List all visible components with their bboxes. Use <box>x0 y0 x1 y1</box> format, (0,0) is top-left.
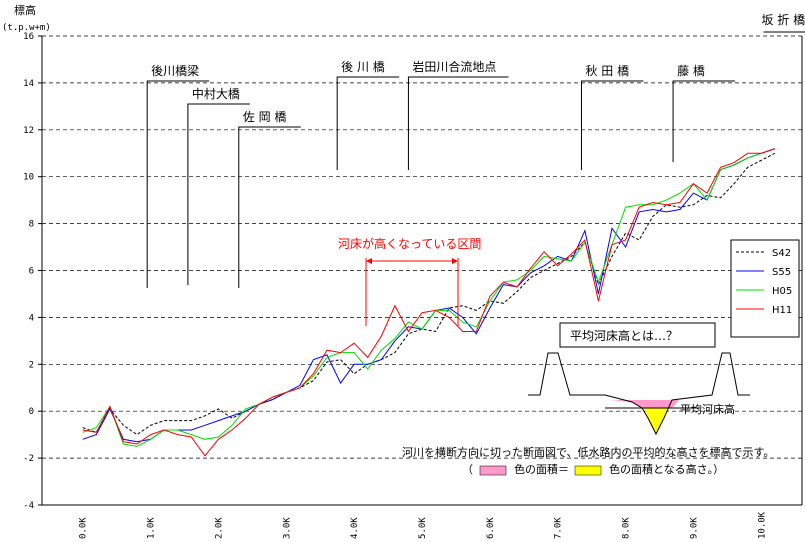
y-tick-label: 2 <box>29 360 34 370</box>
x-tick-label: 2.0K <box>214 517 224 539</box>
x-tick-label: 4.0K <box>350 517 360 539</box>
y-tick-label: 4 <box>29 313 34 323</box>
bridge-label: 佐 岡 橋 <box>243 110 287 124</box>
bridge-leader-line <box>336 76 400 170</box>
x-tick-label: 9.0K <box>689 517 699 539</box>
y-axis-title: 標高 <box>14 3 36 17</box>
y-tick-label: -2 <box>23 454 34 464</box>
y-tick-label: 6 <box>29 267 34 277</box>
y-tick-labels: -4 -2 0 2 4 6 8 10 12 14 16 <box>23 32 42 511</box>
legend-label-s42: S42 <box>772 248 791 259</box>
x-tick-label: 6.0K <box>486 517 496 539</box>
arrow-left-icon <box>366 258 372 264</box>
legend: S42 S55 H05 H11 <box>730 239 800 338</box>
y-tick-label: 16 <box>23 32 34 42</box>
x-tick-label: 3.0K <box>282 517 292 539</box>
caption-open: （ <box>462 463 473 476</box>
series-line-s42 <box>82 152 776 436</box>
yellow-area <box>644 408 668 434</box>
inset-explanation: 平均河床高とは…？ 平均河床高 河川を横断方向に切った断面図で、低水路内の平均的… <box>402 322 774 476</box>
bridge-leader-line <box>763 31 805 33</box>
x-tick-labels: 0.0K 1.0K 2.0K 3.0K 4.0K 5.0K 6.0K 7.0K 8.0K 9.0K… <box>79 511 768 539</box>
x-tick-label: 0.0K <box>79 517 89 539</box>
x-tick-label: 7.0K <box>554 517 564 539</box>
bridge-label: 坂 折 橋 <box>761 12 805 27</box>
series-line-h05 <box>82 148 776 447</box>
y-tick-label: 12 <box>23 126 34 136</box>
caption-line-1: 河川を横断方向に切った断面図で、低水路内の平均的な高さを標高で示す。 <box>402 445 774 459</box>
bridge-leader-line <box>580 80 644 170</box>
x-tick-label: 8.0K <box>622 517 632 539</box>
series-lines <box>82 148 776 457</box>
y-tick-label: 8 <box>29 220 34 230</box>
caption-mid: 色の面積＝ <box>514 462 569 476</box>
inset-title: 平均河床高とは…？ <box>570 328 678 343</box>
bridge-label: 後 川 橋 <box>341 60 385 74</box>
legend-label-h05: H05 <box>772 286 792 297</box>
bridge-leader-line <box>238 126 301 288</box>
high-bed-annotation: 河床が高くなっている区間 <box>338 236 481 326</box>
arrow-right-icon <box>452 258 458 264</box>
y-tick-label: 10 <box>23 173 34 183</box>
x-tick-label: 10.0K <box>757 511 767 539</box>
bridge-label: 後川橋梁 <box>151 63 199 78</box>
high-bed-label: 河床が高くなっている区間 <box>338 236 481 251</box>
bridge-label: 中村大橋 <box>192 86 240 101</box>
bridge-label: 岩田川合流地点 <box>412 59 496 74</box>
bridge-leader-line <box>672 80 736 162</box>
y-tick-label: 14 <box>23 79 34 89</box>
caption-end: 色の面積となる高さ。） <box>609 462 724 476</box>
x-tick-label: 1.0K <box>147 517 157 539</box>
caption-pink-swatch <box>479 465 507 476</box>
bridge-leader-line <box>187 103 250 285</box>
y-tick-label: -4 <box>23 501 34 511</box>
bridge-leader-line <box>407 76 509 170</box>
legend-label-s55: S55 <box>772 267 791 278</box>
bridge-label: 藤 橋 <box>677 64 705 78</box>
average-bed-label: 平均河床高 <box>680 402 735 416</box>
series-line-h11 <box>82 148 776 457</box>
inset-title-box <box>559 322 716 348</box>
gridlines <box>42 35 802 459</box>
legend-box <box>730 239 800 338</box>
legend-label-h11: H11 <box>772 305 792 316</box>
y-tick-label: 0 <box>29 407 34 417</box>
bridge-label: 秋 田 橋 <box>585 64 629 78</box>
cross-section-outline <box>528 352 750 436</box>
series-line-s55 <box>82 148 776 443</box>
caption-yellow-swatch <box>574 465 602 476</box>
y-axis-unit: (t.p.w+m) <box>2 23 51 33</box>
pink-area <box>610 400 679 408</box>
x-tick-label: 5.0K <box>418 517 428 539</box>
bridge-leader-line <box>146 80 210 288</box>
